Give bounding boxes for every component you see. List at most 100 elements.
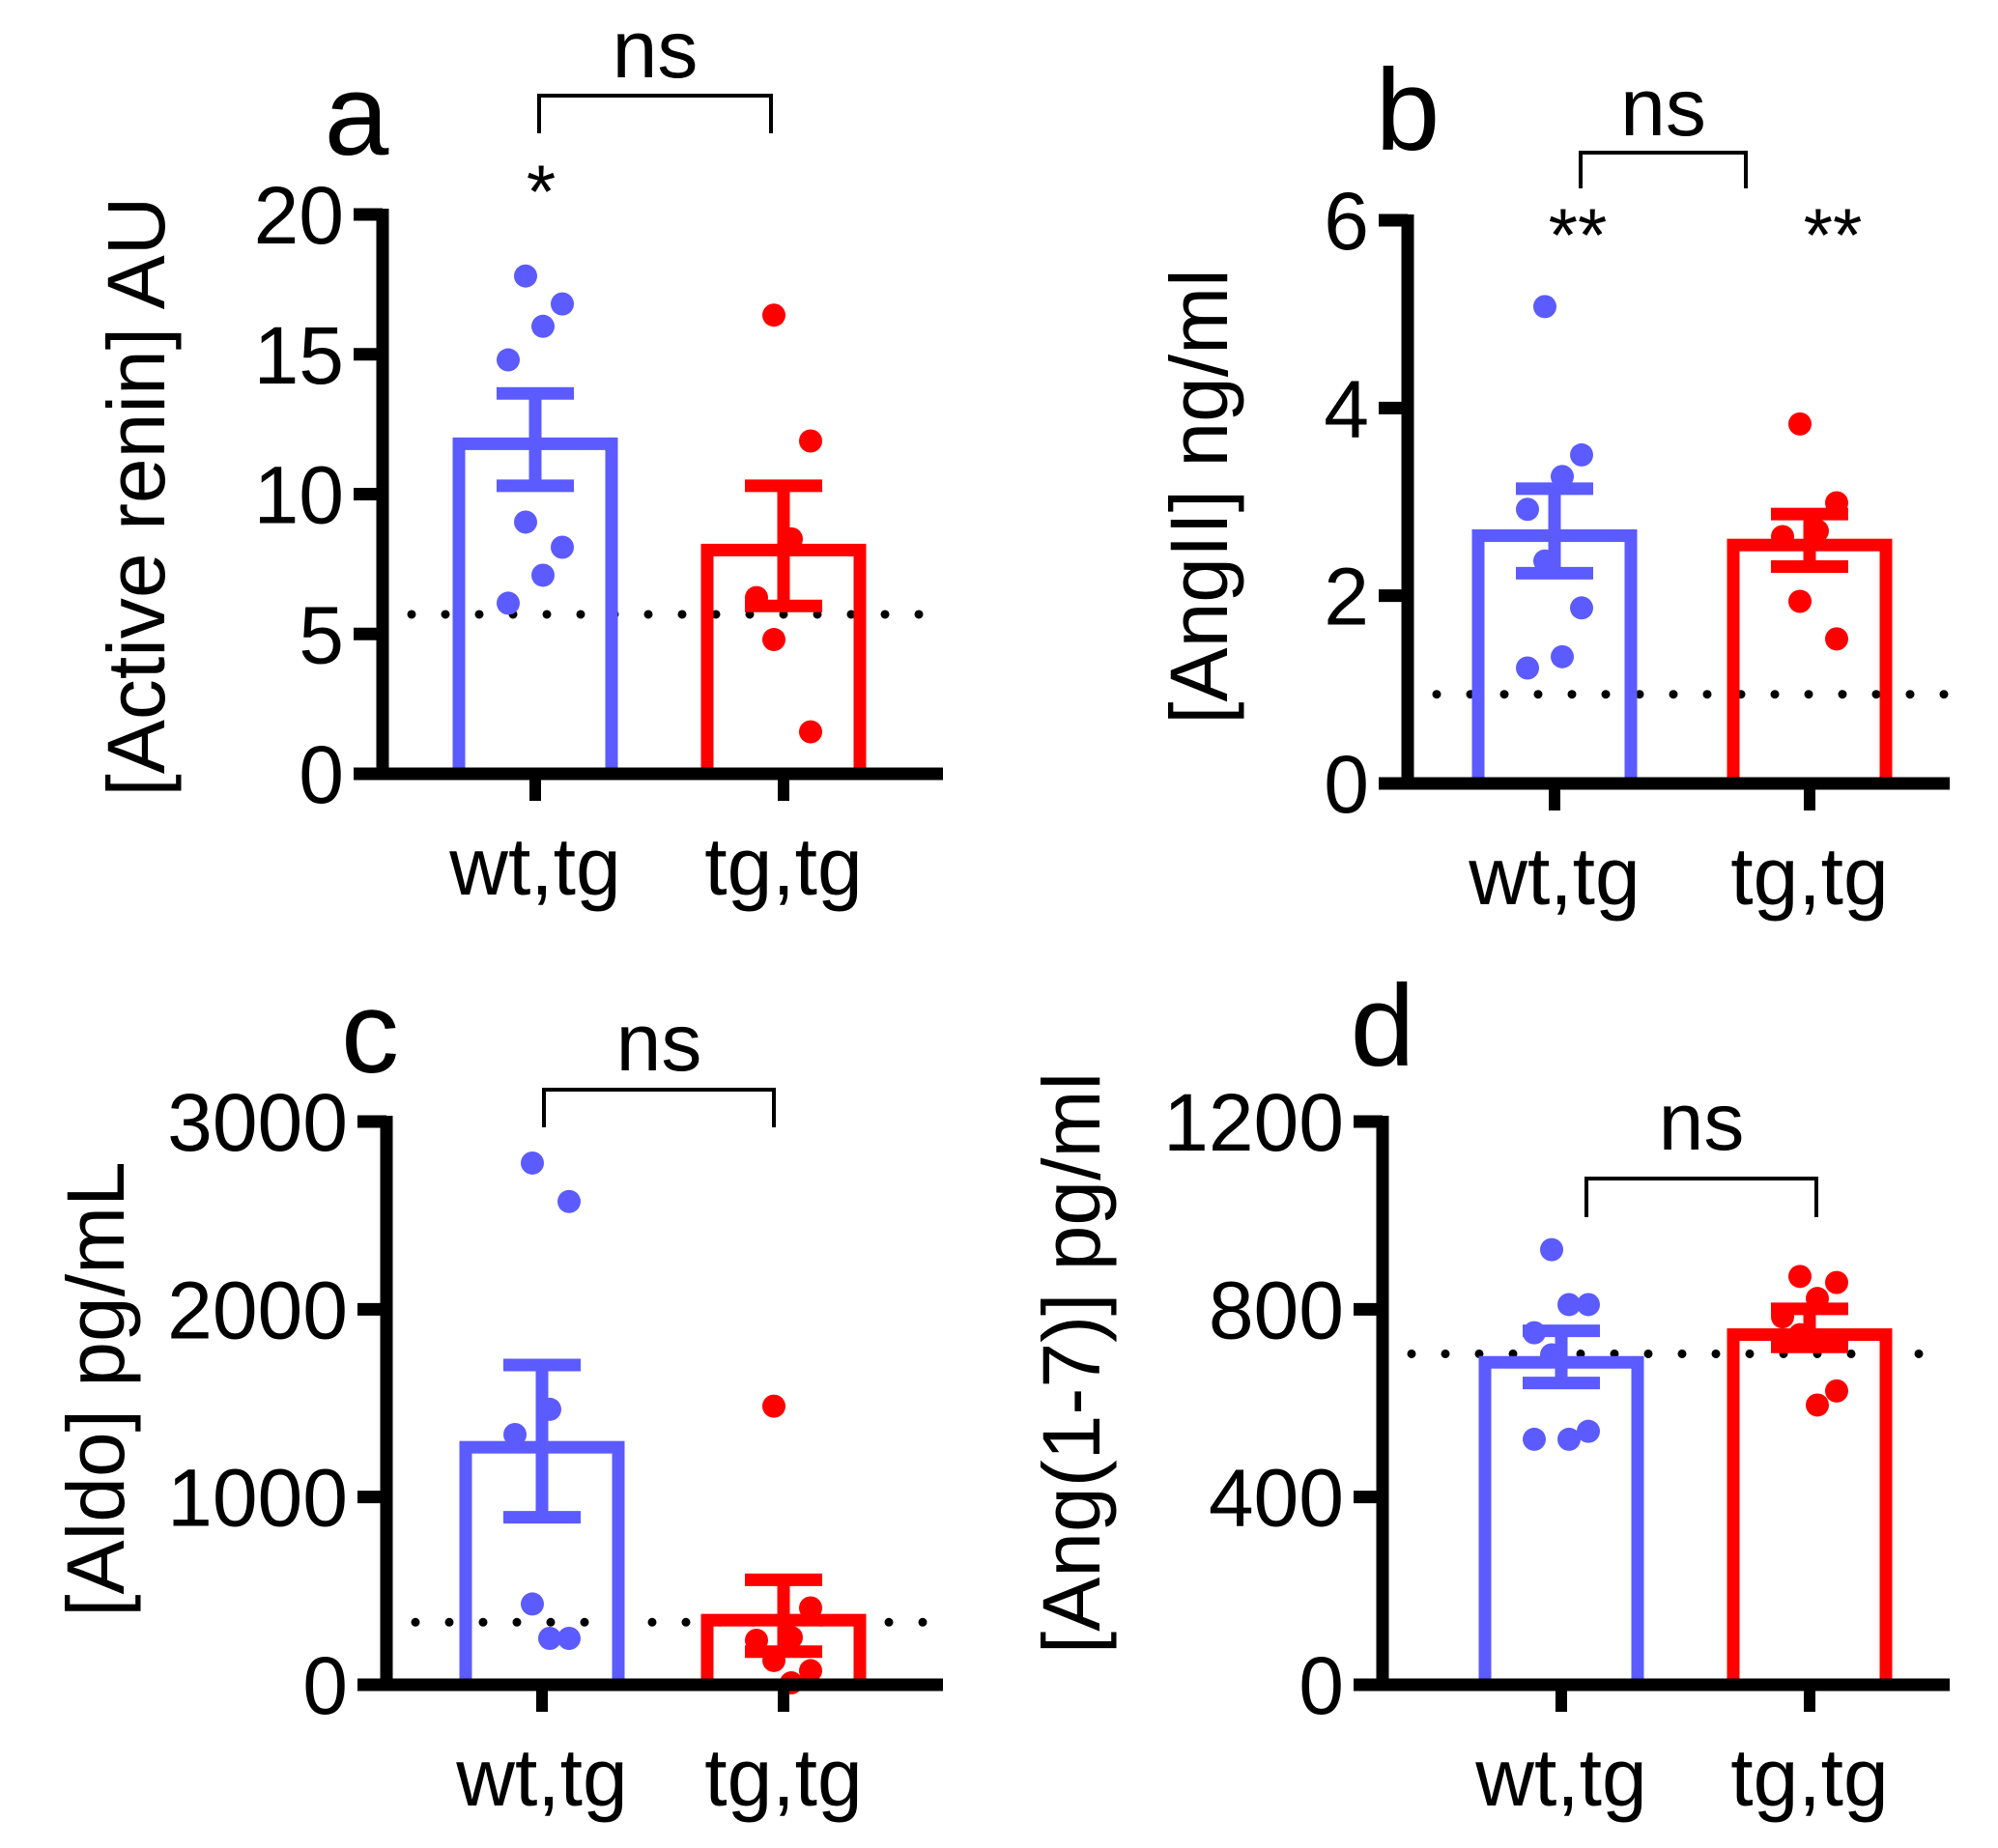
panel-d: d [Ang(1-7)] pg/ml wt,tg tg,tg 0 400 800 1200 ns (1026, 961, 1955, 1823)
data-point (745, 1628, 768, 1652)
y-axis-label: [Ang(1-7)] pg/ml (1026, 1072, 1117, 1654)
y-tick-label: 0 (302, 1640, 348, 1731)
data-point (1570, 442, 1593, 467)
data-point (521, 1592, 544, 1616)
comparison-label: ns (1659, 1076, 1745, 1167)
data-point (762, 1394, 785, 1418)
data-point (1577, 1419, 1600, 1443)
y-tick-label: 0 (1324, 739, 1369, 830)
y-tick-label: 0 (299, 729, 344, 820)
y-tick-label: 400 (1209, 1453, 1344, 1544)
data-point (1788, 412, 1812, 436)
y-tick-label: 3000 (167, 1077, 348, 1168)
data-point (1825, 491, 1848, 515)
data-point (531, 314, 555, 338)
data-point (1788, 1322, 1812, 1347)
data-point (1516, 498, 1539, 522)
data-point (514, 510, 537, 534)
data-point (1806, 1287, 1829, 1311)
panel-c: c [Aldo] pg/mL wt,tg tg,tg 0 1000 2000 3000 ns (50, 968, 948, 1823)
bar-wt,tg (452, 437, 618, 781)
data-point (1577, 1293, 1600, 1317)
y-tick-label: 0 (1299, 1640, 1344, 1731)
data-point (1825, 627, 1848, 651)
comparison-bracket (1579, 151, 1748, 188)
comparison-bracket (542, 1088, 776, 1127)
x-tick-label: tg,tg (1730, 1732, 1888, 1823)
x-tick-label: wt,tg (1474, 1732, 1646, 1823)
data-point (1825, 1270, 1848, 1294)
comparison-bracket (1584, 1177, 1818, 1217)
x-tick-label: wt,tg (455, 1732, 627, 1823)
y-axis-label: [Aldo] pg/mL (50, 1161, 141, 1617)
data-point (799, 429, 822, 453)
bar-tg,tg (1727, 538, 1893, 790)
y-tick-label: 800 (1209, 1265, 1344, 1355)
data-point (1570, 596, 1593, 620)
y-tick-label: 1000 (167, 1453, 348, 1544)
y-tick-label: 1200 (1163, 1077, 1344, 1168)
significance-mark: ** (1804, 192, 1863, 277)
panel-label: a (325, 50, 389, 180)
x-tick-label: tg,tg (704, 1732, 862, 1823)
data-point (1788, 1265, 1812, 1289)
data-point (1557, 1293, 1581, 1317)
x-tick-label: tg,tg (704, 821, 862, 912)
data-point (538, 1626, 561, 1650)
data-point (1771, 1305, 1794, 1329)
data-point (1540, 1343, 1563, 1367)
data-point (780, 1626, 803, 1650)
bar-tg,tg (1727, 1328, 1893, 1692)
y-tick-label: 2000 (167, 1265, 348, 1355)
x-tick-label: tg,tg (1730, 831, 1888, 922)
data-point (1540, 1237, 1563, 1262)
significance-mark: ** (1549, 192, 1608, 277)
data-point (799, 720, 822, 744)
data-point (1788, 589, 1812, 613)
panel-label: c (341, 968, 399, 1097)
data-point (551, 292, 574, 316)
data-point (514, 264, 537, 288)
data-point (762, 1648, 785, 1672)
data-point (557, 1626, 581, 1650)
data-point (497, 348, 520, 372)
data-point (497, 591, 520, 615)
y-axis-label: [AngII] ng/ml (1154, 269, 1244, 725)
data-point (780, 526, 803, 551)
data-point (1551, 644, 1574, 668)
x-tick-label: wt,tg (1468, 831, 1640, 922)
data-point (1825, 1379, 1848, 1403)
data-point (1806, 1393, 1829, 1417)
panel-b: b [AngII] ng/ml wt,tg ** tg,tg ** 0 2 4 6 ns (1154, 45, 1955, 922)
x-tick-label: wt,tg (448, 821, 620, 912)
data-point (1806, 519, 1829, 543)
panel-a: a [Active renin] AU wt,tg * tg,tg 0 5 10 15 20 ns (91, 4, 948, 912)
comparison-label: ns (1620, 62, 1706, 153)
data-point (799, 1659, 822, 1683)
y-axis-label: [Active renin] AU (91, 197, 182, 797)
data-point (1533, 549, 1556, 573)
data-point (762, 303, 785, 327)
panel-label: b (1376, 45, 1441, 175)
data-point (1557, 1427, 1581, 1451)
data-point (557, 1189, 581, 1213)
data-point (1551, 465, 1574, 489)
significance-mark: * (527, 149, 556, 234)
data-point (1523, 1427, 1546, 1451)
y-tick-label: 6 (1324, 176, 1369, 267)
comparison-bracket (537, 94, 773, 133)
y-tick-label: 5 (299, 589, 344, 680)
comparison-label: ns (616, 997, 702, 1088)
y-tick-label: 20 (254, 170, 344, 261)
y-tick-label: 4 (1324, 363, 1369, 454)
data-point (1771, 525, 1794, 549)
data-point (745, 585, 768, 610)
comparison-label: ns (613, 4, 699, 95)
data-point (521, 1151, 544, 1175)
data-point (762, 628, 785, 652)
data-point (799, 1596, 822, 1620)
y-tick-label: 15 (254, 310, 344, 401)
data-point (1523, 1321, 1546, 1345)
data-point (551, 535, 574, 559)
